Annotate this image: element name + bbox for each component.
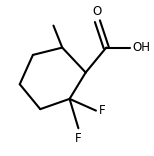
Text: O: O bbox=[93, 5, 102, 17]
Text: F: F bbox=[75, 132, 82, 145]
Text: OH: OH bbox=[133, 41, 151, 54]
Text: F: F bbox=[99, 104, 105, 117]
